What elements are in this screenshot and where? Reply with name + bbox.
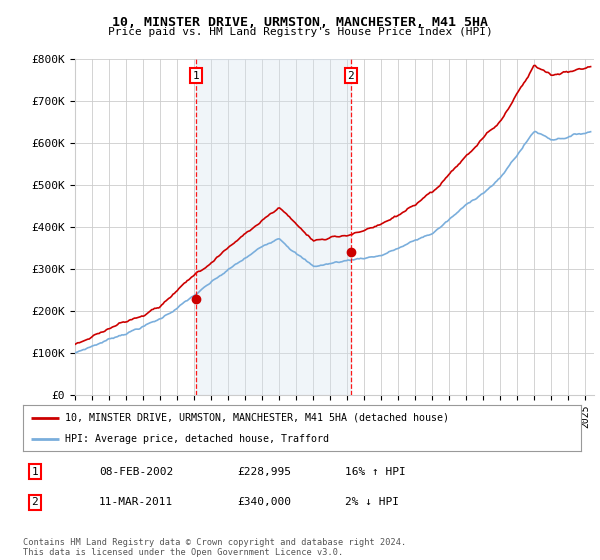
Text: 11-MAR-2011: 11-MAR-2011 bbox=[99, 497, 173, 507]
Text: 1: 1 bbox=[193, 71, 199, 81]
Text: 2: 2 bbox=[31, 497, 38, 507]
Text: Contains HM Land Registry data © Crown copyright and database right 2024.
This d: Contains HM Land Registry data © Crown c… bbox=[23, 538, 406, 557]
Text: 2: 2 bbox=[347, 71, 354, 81]
Text: 2% ↓ HPI: 2% ↓ HPI bbox=[345, 497, 399, 507]
Text: £228,995: £228,995 bbox=[237, 466, 291, 477]
Text: HPI: Average price, detached house, Trafford: HPI: Average price, detached house, Traf… bbox=[65, 435, 329, 444]
Text: 10, MINSTER DRIVE, URMSTON, MANCHESTER, M41 5HA (detached house): 10, MINSTER DRIVE, URMSTON, MANCHESTER, … bbox=[65, 413, 449, 423]
Text: 08-FEB-2002: 08-FEB-2002 bbox=[99, 466, 173, 477]
Bar bbox=[196, 59, 350, 395]
Text: £340,000: £340,000 bbox=[237, 497, 291, 507]
Text: Price paid vs. HM Land Registry's House Price Index (HPI): Price paid vs. HM Land Registry's House … bbox=[107, 27, 493, 38]
Text: 1: 1 bbox=[31, 466, 38, 477]
Text: 10, MINSTER DRIVE, URMSTON, MANCHESTER, M41 5HA: 10, MINSTER DRIVE, URMSTON, MANCHESTER, … bbox=[112, 16, 488, 29]
Text: 16% ↑ HPI: 16% ↑ HPI bbox=[345, 466, 406, 477]
